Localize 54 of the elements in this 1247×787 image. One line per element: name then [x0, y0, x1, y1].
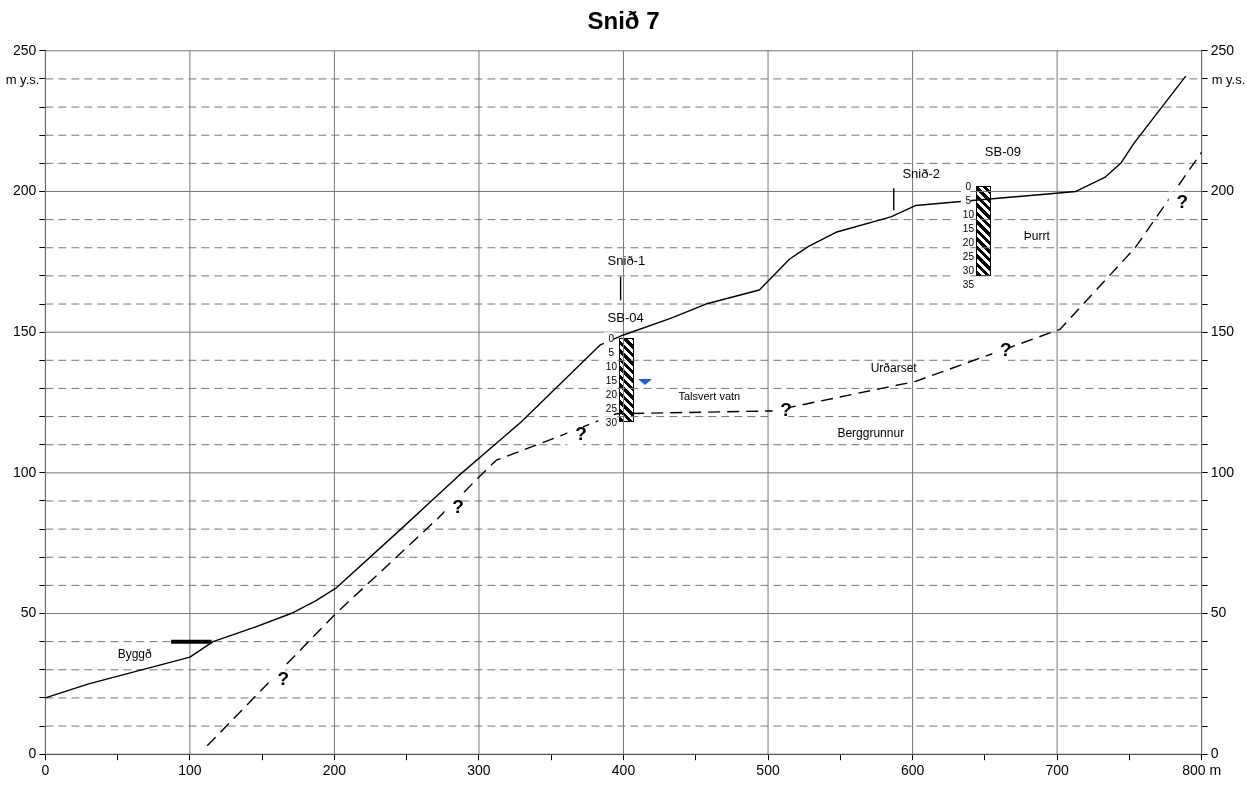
x-tick-label: 800 m [1182, 762, 1222, 779]
annotation: 20 [605, 389, 618, 401]
chart-title: Snið 7 [587, 7, 660, 35]
annotation: 10 [962, 209, 975, 221]
annotation: ? [1000, 338, 1012, 360]
x-tick-label: 500 [756, 762, 780, 779]
annotation: 35 [962, 279, 975, 291]
y-axis-title: m y.s. [5, 72, 40, 88]
annotation: Berggrunnur [837, 425, 905, 440]
annotation: 0 [965, 181, 972, 193]
annotation: Byggð [117, 646, 152, 661]
y2-tick-label: 200 [1210, 182, 1235, 199]
annotation: ? [277, 668, 289, 690]
y-tick-label: 250 [13, 41, 37, 58]
x-tick-label: 100 [178, 762, 202, 779]
annotation: Snið-2 [902, 166, 941, 182]
y2-tick-label: 50 [1210, 604, 1227, 621]
annotation: ? [1176, 191, 1189, 213]
annotation: 0 [608, 332, 615, 344]
annotation: 30 [962, 265, 975, 277]
x-tick-label: 300 [467, 762, 491, 779]
annotation: 15 [962, 223, 975, 235]
annotation: ? [575, 423, 587, 445]
annotation: 25 [605, 403, 618, 415]
annotation: 5 [965, 195, 972, 207]
annotation: 15 [605, 375, 618, 387]
annotation: Þurrt [1023, 228, 1051, 243]
annotation: 30 [605, 417, 618, 429]
x-tick-label: 400 [611, 762, 636, 779]
annotation: Talsvert vatn [678, 389, 741, 402]
y2-axis-title: m y.s. [1211, 72, 1246, 88]
y-tick-label: 200 [13, 182, 37, 199]
y2-tick-label: 0 [1210, 745, 1219, 762]
annotation: SB-09 [984, 143, 1021, 159]
x-tick-label: 0 [41, 762, 50, 779]
annotation: Snið-1 [607, 253, 646, 269]
annotation: 10 [605, 361, 618, 373]
y-tick-label: 50 [20, 604, 37, 621]
annotation: 20 [962, 237, 975, 249]
y2-tick-label: 150 [1210, 323, 1235, 340]
y2-tick-label: 100 [1210, 463, 1235, 480]
y-tick-label: 0 [28, 745, 37, 762]
x-tick-label: 700 [1045, 762, 1069, 779]
annotation: Urðarset [870, 361, 918, 376]
annotation: ? [452, 496, 464, 518]
annotation: 25 [962, 251, 975, 263]
annotation: SB-04 [607, 309, 644, 325]
y-tick-label: 150 [13, 323, 37, 340]
annotation: 5 [608, 347, 615, 359]
y-tick-label: 100 [13, 463, 37, 480]
x-tick-label: 200 [322, 762, 347, 779]
x-tick-label: 600 [900, 762, 925, 779]
y2-tick-label: 250 [1210, 41, 1235, 58]
annotation: ? [780, 399, 792, 421]
